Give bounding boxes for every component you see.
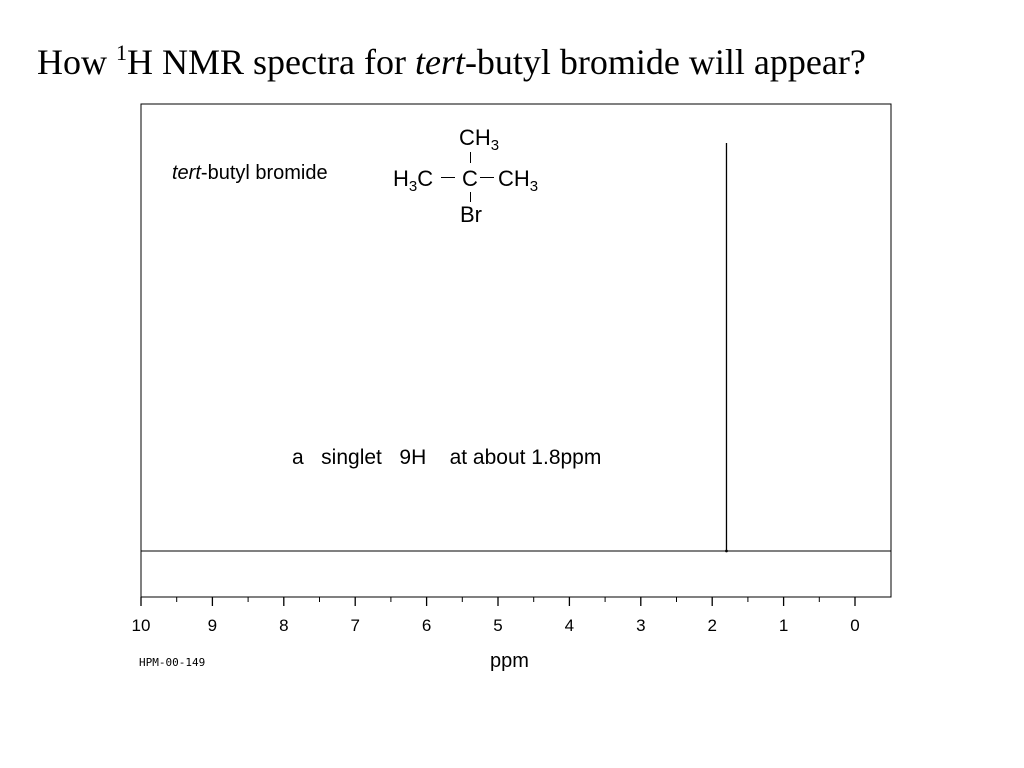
peaks-layer [725, 143, 728, 553]
peak-annotation: a singlet 9H at about 1.8ppm [292, 446, 602, 469]
peak-base-dot [725, 549, 728, 553]
methyl-right: CH3 [498, 166, 539, 195]
compound-name-rest: -butyl bromide [200, 162, 328, 184]
x-tick-label: 5 [493, 616, 502, 635]
compound-name: tert-butyl bromide [172, 162, 328, 185]
x-axis-label: ppm [490, 650, 529, 672]
bromine-atom: Br [460, 202, 482, 227]
bond-top [470, 152, 471, 163]
x-tick-label: 9 [208, 616, 217, 635]
x-tick-label: 6 [422, 616, 431, 635]
bond-bottom [470, 192, 471, 202]
x-axis: 10 9 8 7 6 5 4 3 2 1 0 [132, 597, 860, 635]
x-tick-label: 10 [132, 616, 151, 635]
x-tick-label: 1 [779, 616, 788, 635]
central-carbon: C [462, 166, 478, 191]
x-tick-label: 4 [565, 616, 574, 635]
x-tick-label: 7 [350, 616, 359, 635]
methyl-top: CH3 [459, 125, 500, 154]
title-superscript: 1 [116, 40, 127, 65]
title-prefix: How [37, 42, 116, 82]
compound-name-italic: tert [172, 162, 201, 184]
x-tick-label: 2 [707, 616, 716, 635]
bond-left [441, 177, 455, 178]
x-tick-label: 8 [279, 616, 288, 635]
slide-title: How 1H NMR spectra for tert-butyl bromid… [37, 40, 997, 84]
x-tick-label: 0 [850, 616, 859, 635]
title-middle: H NMR spectra for [127, 42, 415, 82]
bond-right [480, 177, 494, 178]
x-tick-label: 3 [636, 616, 645, 635]
methyl-left: H3C [393, 166, 434, 195]
title-suffix: -butyl bromide will appear? [464, 42, 866, 82]
spectrum-code: HPM-00-149 [139, 656, 206, 669]
plot-frame [140, 103, 892, 598]
title-italic: tert [414, 42, 465, 82]
